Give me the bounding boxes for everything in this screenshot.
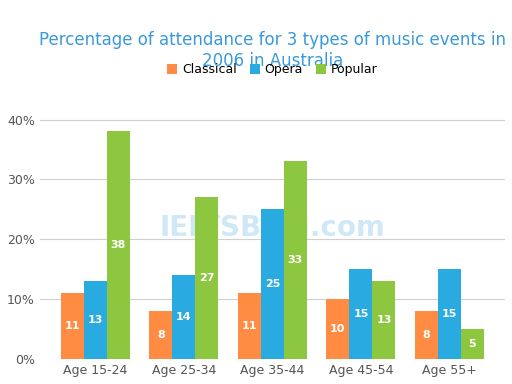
Bar [461, 329, 484, 359]
Legend: Classical, Opera, Popular: Classical, Opera, Popular [162, 58, 382, 81]
Bar [326, 299, 349, 359]
Text: 8: 8 [157, 330, 165, 340]
Bar [372, 281, 395, 359]
Text: 38: 38 [111, 240, 126, 250]
Bar [349, 269, 372, 359]
Bar [196, 197, 219, 359]
Text: 8: 8 [422, 330, 430, 340]
Text: 11: 11 [65, 321, 80, 331]
Text: 14: 14 [176, 312, 191, 322]
Text: 15: 15 [442, 309, 457, 319]
Text: 5: 5 [468, 339, 476, 349]
Bar [173, 275, 196, 359]
Title: Percentage of attendance for 3 types of music events in
2006 in Australia: Percentage of attendance for 3 types of … [39, 31, 506, 70]
Bar [61, 293, 84, 359]
Bar [415, 311, 438, 359]
Bar [238, 293, 261, 359]
Bar [150, 311, 173, 359]
Text: 10: 10 [330, 324, 346, 334]
Bar [438, 269, 461, 359]
Bar [261, 209, 284, 359]
Text: 33: 33 [288, 255, 303, 265]
Text: 15: 15 [353, 309, 369, 319]
Text: 27: 27 [199, 273, 215, 283]
Bar [84, 281, 107, 359]
Bar [107, 131, 130, 359]
Text: IELTSBlog.com: IELTSBlog.com [159, 214, 386, 242]
Text: 13: 13 [88, 315, 103, 325]
Text: 25: 25 [265, 279, 280, 289]
Bar [284, 161, 307, 359]
Text: 13: 13 [376, 315, 392, 325]
Text: 11: 11 [242, 321, 257, 331]
